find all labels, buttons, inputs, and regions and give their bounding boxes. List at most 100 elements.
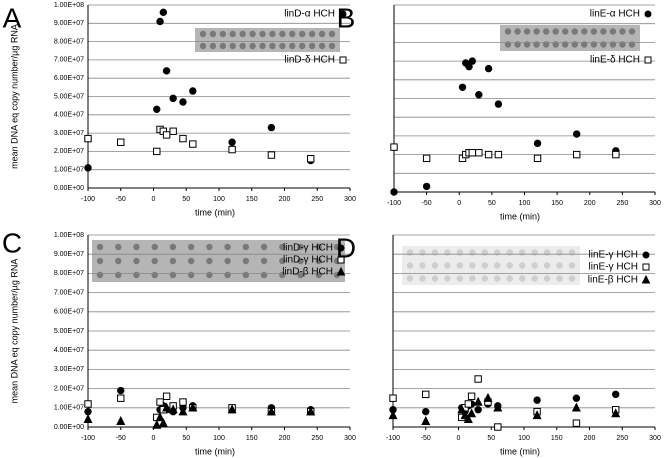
point xyxy=(483,392,493,402)
x-tick-label: 300 xyxy=(344,196,356,203)
blot-dot xyxy=(315,243,322,251)
legend-marker xyxy=(337,244,345,252)
blot-dot xyxy=(219,30,227,38)
legend-label: linE-β HCH xyxy=(588,275,638,286)
blot-dot xyxy=(96,271,104,279)
y-tick-label: 3.00E+07 xyxy=(54,130,84,137)
point xyxy=(612,150,620,159)
legend-label: linE-α HCH xyxy=(590,9,640,20)
blot-dot xyxy=(279,257,286,265)
point xyxy=(475,149,483,157)
point xyxy=(306,406,316,416)
x-tick-label: 50 xyxy=(488,200,496,207)
x-tick-label: 50 xyxy=(182,196,190,203)
point xyxy=(388,410,398,420)
blot-dot xyxy=(533,28,540,35)
blot-dot xyxy=(571,41,578,48)
blot-dot xyxy=(96,243,104,251)
blot-image xyxy=(402,246,580,285)
blot-dot xyxy=(456,275,464,282)
point xyxy=(532,410,542,420)
point xyxy=(467,392,476,400)
point xyxy=(158,417,168,427)
x-tick-label: 100 xyxy=(519,200,531,207)
point xyxy=(421,415,431,425)
panel-letter: A xyxy=(3,2,22,33)
point xyxy=(179,398,187,406)
point xyxy=(468,149,477,157)
blot-dot xyxy=(590,28,598,35)
blot-dot xyxy=(133,243,140,251)
blot-dot xyxy=(169,271,177,279)
blot-dot xyxy=(543,262,551,269)
y-tick-label: 1.00E+07 xyxy=(54,167,84,174)
blot-dot xyxy=(552,28,559,35)
y-axis-label: mean DNA eq copy number/µg RNA xyxy=(9,24,19,169)
y-tick-label: 6.00E+07 xyxy=(54,75,84,82)
point xyxy=(390,188,398,196)
blot-dot xyxy=(600,41,607,48)
y-tick-label: 2.00E+07 xyxy=(54,385,84,392)
point xyxy=(159,8,168,17)
blot-dot xyxy=(504,41,512,48)
point xyxy=(571,402,581,412)
blot-dot xyxy=(224,257,231,265)
point xyxy=(162,402,172,412)
point xyxy=(460,410,470,420)
blot-dot xyxy=(249,30,256,38)
x-tick-label: -50 xyxy=(116,196,126,203)
blot-dot xyxy=(543,249,551,256)
blot-dot xyxy=(308,30,316,38)
point xyxy=(153,147,161,156)
blot-image xyxy=(195,28,340,52)
blot-dot xyxy=(568,275,576,282)
point xyxy=(84,400,92,408)
blot-dot xyxy=(542,28,550,35)
y-tick-label: 9.00E+07 xyxy=(54,20,84,27)
blot-dot xyxy=(531,275,538,282)
blot-dot xyxy=(419,275,426,282)
blot-dot xyxy=(299,30,306,38)
blot-dot xyxy=(628,28,636,35)
point xyxy=(156,17,164,26)
blot-dot xyxy=(444,249,451,256)
blot-dot xyxy=(239,42,246,50)
blot-dot xyxy=(628,41,636,48)
point xyxy=(162,131,171,139)
panel-letter: C xyxy=(2,227,22,258)
x-tick-label: 150 xyxy=(246,435,258,442)
blot-dot xyxy=(249,42,256,50)
x-tick-label: 250 xyxy=(311,435,323,442)
point xyxy=(422,154,431,163)
blot-dot xyxy=(206,271,213,279)
point xyxy=(267,123,276,132)
point xyxy=(484,64,493,73)
blot-dot xyxy=(133,257,140,265)
blot-dot xyxy=(279,243,286,251)
point xyxy=(474,375,482,383)
panel-letter: B xyxy=(337,2,356,33)
blot-dot xyxy=(242,257,250,265)
blot-dot xyxy=(581,28,588,35)
blot-dot xyxy=(419,249,426,256)
y-tick-label: 8.00E+07 xyxy=(54,38,84,45)
legend-marker xyxy=(339,56,347,64)
y-tick-label: 5.00E+07 xyxy=(54,328,84,335)
x-tick-label: 300 xyxy=(649,435,661,442)
point xyxy=(493,402,503,412)
y-tick-label: 5.00E+07 xyxy=(54,93,84,100)
point xyxy=(169,127,177,135)
x-tick-label: 250 xyxy=(617,200,629,207)
blot-dot xyxy=(469,262,476,269)
x-tick-label: 300 xyxy=(649,200,661,207)
blot-dot xyxy=(419,262,426,269)
blot-dot xyxy=(151,271,158,279)
blot-dot xyxy=(259,42,266,50)
point xyxy=(464,400,473,408)
blot-dot xyxy=(115,257,122,265)
blot-dot xyxy=(259,30,266,38)
y-tick-label: 6.00E+07 xyxy=(54,309,84,316)
blot-dot xyxy=(469,275,476,282)
x-tick-label: 50 xyxy=(487,435,495,442)
